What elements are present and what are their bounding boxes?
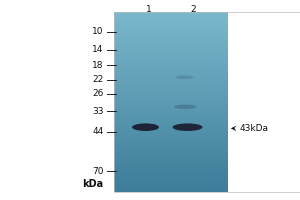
Ellipse shape [172,123,203,131]
Text: kDa: kDa [82,179,103,189]
Ellipse shape [176,75,194,79]
Ellipse shape [174,105,197,109]
Text: 43kDa: 43kDa [232,124,269,133]
Text: 2: 2 [191,4,196,14]
Text: 26: 26 [92,90,103,98]
Text: 33: 33 [92,106,103,116]
Text: 18: 18 [92,60,103,70]
Bar [114,12,300,192]
Text: 44: 44 [92,128,104,136]
Ellipse shape [132,123,159,131]
Text: 22: 22 [92,75,104,84]
Text: 70: 70 [92,166,103,176]
Bar [228,12,300,192]
Text: 14: 14 [92,46,103,54]
Text: 10: 10 [92,27,103,36]
Text: 1: 1 [146,4,152,14]
